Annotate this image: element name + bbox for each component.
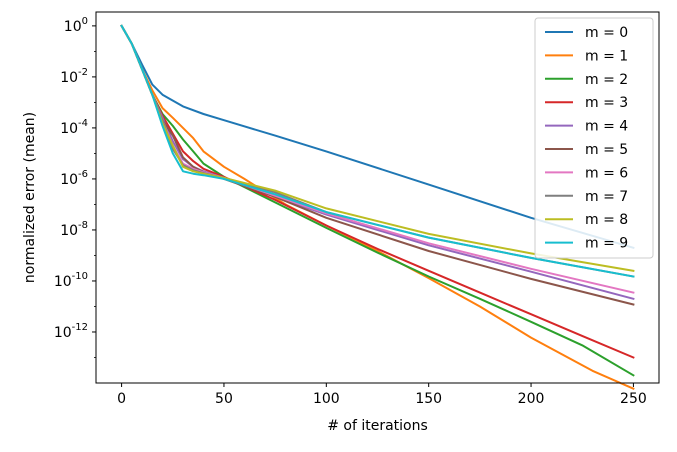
legend: m = 0 m = 1 m = 2 m = 3 m = 4 m = 5 m = 6 m = 7… bbox=[534, 17, 654, 259]
y-axis: 100 10-2 10-4 10-6 10-8 10-10 10-12 bbox=[54, 16, 96, 358]
legend-label: m = 8 bbox=[585, 212, 628, 228]
y-tick-label: 10-2 bbox=[60, 67, 88, 86]
legend-label: m = 5 bbox=[585, 142, 628, 158]
y-tick-label: 10-4 bbox=[60, 118, 88, 137]
x-tick-label: 0 bbox=[117, 391, 126, 407]
y-tick-label: 10-8 bbox=[60, 220, 88, 239]
x-axis: 0 50 100 150 200 250 bbox=[117, 383, 647, 407]
x-axis-label: # of iterations bbox=[327, 418, 428, 434]
series-layer bbox=[120, 24, 635, 391]
x-tick-label: 250 bbox=[620, 391, 647, 407]
x-tick-label: 100 bbox=[313, 391, 340, 407]
legend-label: m = 3 bbox=[585, 95, 628, 111]
x-tick-label: 200 bbox=[518, 391, 545, 407]
y-tick-label: 10-12 bbox=[54, 322, 88, 341]
x-tick-label: 150 bbox=[415, 391, 442, 407]
legend-label: m = 4 bbox=[585, 119, 628, 135]
y-tick-label: 10-6 bbox=[60, 169, 88, 188]
y-tick-label: 10-10 bbox=[54, 271, 88, 290]
x-tick-label: 50 bbox=[215, 391, 233, 407]
series-line-m9 bbox=[120, 24, 635, 278]
legend-label: m = 9 bbox=[585, 236, 628, 252]
legend-label: m = 7 bbox=[585, 189, 628, 205]
legend-label: m = 2 bbox=[585, 72, 628, 88]
series-line-m0 bbox=[120, 24, 635, 250]
y-axis-label: normalized error (mean) bbox=[22, 112, 38, 283]
legend-label: m = 1 bbox=[585, 48, 628, 64]
legend-label: m = 6 bbox=[585, 165, 628, 181]
y-tick-label: 100 bbox=[64, 16, 88, 35]
legend-label: m = 0 bbox=[585, 25, 628, 41]
series-line-m1 bbox=[120, 24, 635, 391]
plot-frame bbox=[95, 11, 660, 384]
